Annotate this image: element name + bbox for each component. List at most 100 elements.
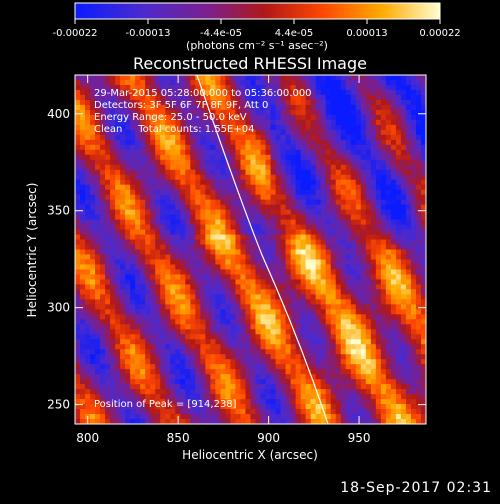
heatmap-cell	[240, 89, 247, 96]
heatmap-cell	[415, 414, 422, 420]
heatmap-cell	[160, 204, 166, 211]
heatmap-cell	[265, 154, 272, 161]
heatmap-cell	[285, 304, 292, 310]
heatmap-cell	[265, 354, 272, 360]
heatmap-cell	[125, 299, 131, 305]
heatmap-cell	[145, 294, 151, 300]
heatmap-cell	[85, 379, 91, 385]
heatmap-cell	[210, 349, 216, 355]
heatmap-cell	[300, 154, 307, 161]
heatmap-cell	[320, 159, 327, 166]
heatmap-cell	[105, 284, 111, 290]
heatmap-cell	[210, 174, 216, 181]
heatmap-cell	[400, 199, 407, 206]
heatmap-cell	[285, 214, 292, 221]
heatmap-cell	[120, 379, 126, 385]
heatmap-cell	[210, 404, 216, 410]
heatmap-cell	[240, 334, 247, 340]
heatmap-cell	[300, 309, 307, 315]
heatmap-cell	[170, 364, 176, 370]
heatmap-cell	[210, 104, 216, 111]
heatmap-cell	[230, 244, 237, 251]
heatmap-cell	[230, 259, 237, 266]
heatmap-cell	[360, 75, 367, 81]
heatmap-cell	[220, 84, 227, 91]
heatmap-cell	[135, 164, 141, 171]
heatmap-cell	[350, 119, 357, 126]
heatmap-cell	[345, 294, 352, 300]
heatmap-cell	[160, 299, 166, 305]
heatmap-cell	[115, 89, 121, 96]
heatmap-cell	[360, 159, 367, 166]
heatmap-cell	[305, 169, 312, 176]
heatmap-cell	[110, 84, 116, 91]
heatmap-cell	[90, 384, 96, 390]
heatmap-cell	[415, 299, 422, 305]
heatmap-cell	[305, 359, 312, 365]
heatmap-cell	[75, 414, 81, 420]
heatmap-cell	[335, 259, 342, 266]
heatmap-cell	[75, 309, 81, 315]
heatmap-cell	[230, 184, 237, 191]
heatmap-cell	[385, 249, 392, 256]
heatmap-cell	[385, 134, 392, 141]
heatmap-cell	[315, 314, 322, 320]
heatmap-cell	[215, 174, 222, 181]
heatmap-cell	[180, 234, 186, 241]
heatmap-cell	[380, 344, 387, 350]
heatmap-cell	[365, 224, 372, 231]
heatmap-cell	[415, 179, 422, 186]
heatmap-cell	[375, 214, 382, 221]
heatmap-cell	[215, 319, 222, 325]
heatmap-cell	[120, 94, 126, 101]
heatmap-cell	[250, 389, 257, 395]
heatmap-cell	[395, 234, 402, 241]
heatmap-cell	[405, 419, 412, 424]
heatmap-cell	[275, 354, 282, 360]
heatmap-cell	[395, 399, 402, 405]
heatmap-cell	[370, 84, 377, 91]
heatmap-cell	[155, 404, 161, 410]
heatmap-cell	[340, 174, 347, 181]
heatmap-cell	[80, 359, 86, 365]
heatmap-cell	[160, 249, 166, 256]
heatmap-cell	[210, 329, 216, 335]
heatmap-cell	[400, 284, 407, 290]
heatmap-cell	[370, 189, 377, 196]
heatmap-cell	[295, 264, 302, 271]
heatmap-cell	[120, 309, 126, 315]
heatmap-cell	[300, 184, 307, 191]
heatmap-cell	[200, 269, 206, 276]
heatmap-cell	[370, 119, 377, 126]
heatmap-cell	[120, 204, 126, 211]
heatmap-cell	[75, 399, 81, 405]
heatmap-cell	[230, 124, 237, 131]
heatmap-cell	[320, 269, 327, 276]
heatmap-cell	[315, 294, 322, 300]
heatmap-cell	[360, 99, 367, 106]
heatmap-cell	[80, 194, 86, 201]
heatmap-cell	[165, 129, 171, 136]
heatmap-cell	[235, 314, 242, 320]
heatmap-cell	[145, 339, 151, 345]
heatmap-cell	[105, 209, 111, 216]
heatmap-cell	[210, 154, 216, 161]
heatmap-cell	[115, 409, 121, 415]
heatmap-cell	[140, 234, 146, 241]
heatmap-cell	[355, 394, 362, 400]
heatmap-cell	[280, 394, 287, 400]
heatmap-cell	[95, 109, 101, 116]
heatmap-cell	[140, 269, 146, 276]
heatmap-cell	[190, 174, 196, 181]
heatmap-cell	[75, 254, 81, 261]
heatmap-cell	[345, 99, 352, 106]
heatmap-cell	[215, 374, 222, 380]
heatmap-cell	[410, 344, 417, 350]
heatmap-cell	[140, 104, 146, 111]
heatmap-cell	[285, 349, 292, 355]
heatmap-cell	[160, 289, 166, 295]
heatmap-cell	[165, 119, 171, 126]
heatmap-cell	[115, 399, 121, 405]
heatmap-cell	[75, 139, 81, 146]
heatmap-cell	[390, 159, 397, 166]
